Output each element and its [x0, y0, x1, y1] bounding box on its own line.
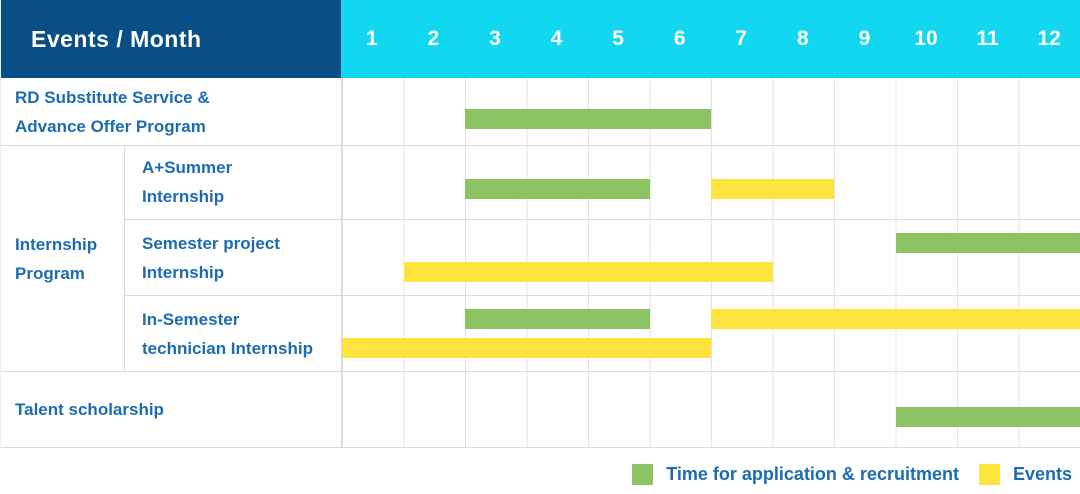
legend-label: Events [1012, 463, 1072, 484]
events-legend-swatch [978, 463, 1000, 485]
table-row: A+Summer Internship [125, 146, 1080, 220]
table-row: RD Substitute Service & Advance Offer Pr… [1, 78, 1080, 146]
gantt-grid-cell [341, 78, 1080, 145]
events-bar [711, 309, 1080, 330]
gantt-grid-cell [341, 296, 1080, 371]
application-recruitment-bar [465, 108, 711, 129]
events-bar [403, 261, 773, 282]
row-label-line: RD Substitute Service & [15, 87, 210, 107]
bars-layer [342, 296, 1080, 371]
legend: Time for application & recruitment Events [0, 448, 1080, 494]
row-label-line: technician Internship [142, 338, 313, 358]
events-month-table: Events / Month 1 2 3 4 5 6 7 8 9 10 11 12 RD Substi… [0, 0, 1080, 448]
month-label: 8 [796, 27, 809, 50]
group-label: Internship Program [1, 146, 125, 371]
month-label: 5 [612, 27, 624, 50]
events-bar [342, 338, 711, 359]
table-row: Talent scholarship [1, 372, 1080, 448]
bars-layer [342, 78, 1080, 145]
row-label-line: In-Semester [142, 309, 240, 329]
row-label: Talent scholarship [1, 372, 341, 447]
table-title: Events / Month [31, 25, 202, 52]
table-row: In-Semester technician Internship [125, 296, 1080, 371]
month-label: 11 [976, 27, 999, 50]
application-recruitment-bar [465, 309, 650, 330]
row-label-line: A+Summer [142, 158, 233, 178]
internship-program-group: Internship Program A+Summer Internship S… [1, 146, 1080, 372]
month-label: 3 [489, 27, 501, 50]
events-bar [711, 179, 834, 200]
application-recruitment-bar [895, 406, 1080, 427]
row-label-line: Talent scholarship [15, 400, 164, 419]
month-label: 7 [735, 27, 748, 50]
bars-layer [342, 146, 1080, 219]
month-label: 9 [858, 27, 871, 50]
month-label: 2 [427, 27, 440, 50]
row-label-line: Internship [142, 262, 225, 282]
bars-layer [342, 372, 1080, 447]
legend-item-application: Time for application & recruitment [632, 463, 959, 485]
month-label: 12 [1037, 27, 1061, 50]
events-month-header-cell: Events / Month [1, 0, 341, 78]
row-label: Semester project Internship [125, 220, 341, 296]
application-recruitment-bar [465, 179, 650, 200]
table-header-row: Events / Month 1 2 3 4 5 6 7 8 9 10 11 12 [1, 0, 1080, 78]
month-label: 10 [914, 27, 938, 50]
group-label-line: Program [15, 263, 85, 283]
gantt-grid-cell [341, 219, 1080, 296]
month-label: 4 [550, 27, 563, 50]
row-label-line: Advance Offer Program [15, 116, 206, 136]
bars-layer [342, 220, 1080, 296]
month-header: 1 2 3 4 5 6 7 8 9 10 11 12 [341, 0, 1080, 78]
group-rows: A+Summer Internship Semester project Int… [125, 146, 1080, 371]
application-recruitment-bar [895, 232, 1080, 253]
row-label-line: Internship [142, 187, 225, 207]
row-label: A+Summer Internship [125, 146, 341, 219]
gantt-grid-cell [341, 146, 1080, 219]
gantt-grid-cell [341, 372, 1080, 447]
row-label-line: Semester project [142, 233, 280, 253]
legend-item-events: Events [978, 463, 1072, 485]
month-label: 1 [365, 27, 378, 50]
group-label-line: Internship [15, 234, 98, 254]
legend-label: Time for application & recruitment [666, 463, 959, 484]
row-label: In-Semester technician Internship [125, 296, 341, 371]
application-legend-swatch [632, 463, 654, 485]
month-label: 6 [673, 27, 686, 50]
table-row: Semester project Internship [125, 219, 1080, 297]
row-label: RD Substitute Service & Advance Offer Pr… [1, 78, 341, 145]
